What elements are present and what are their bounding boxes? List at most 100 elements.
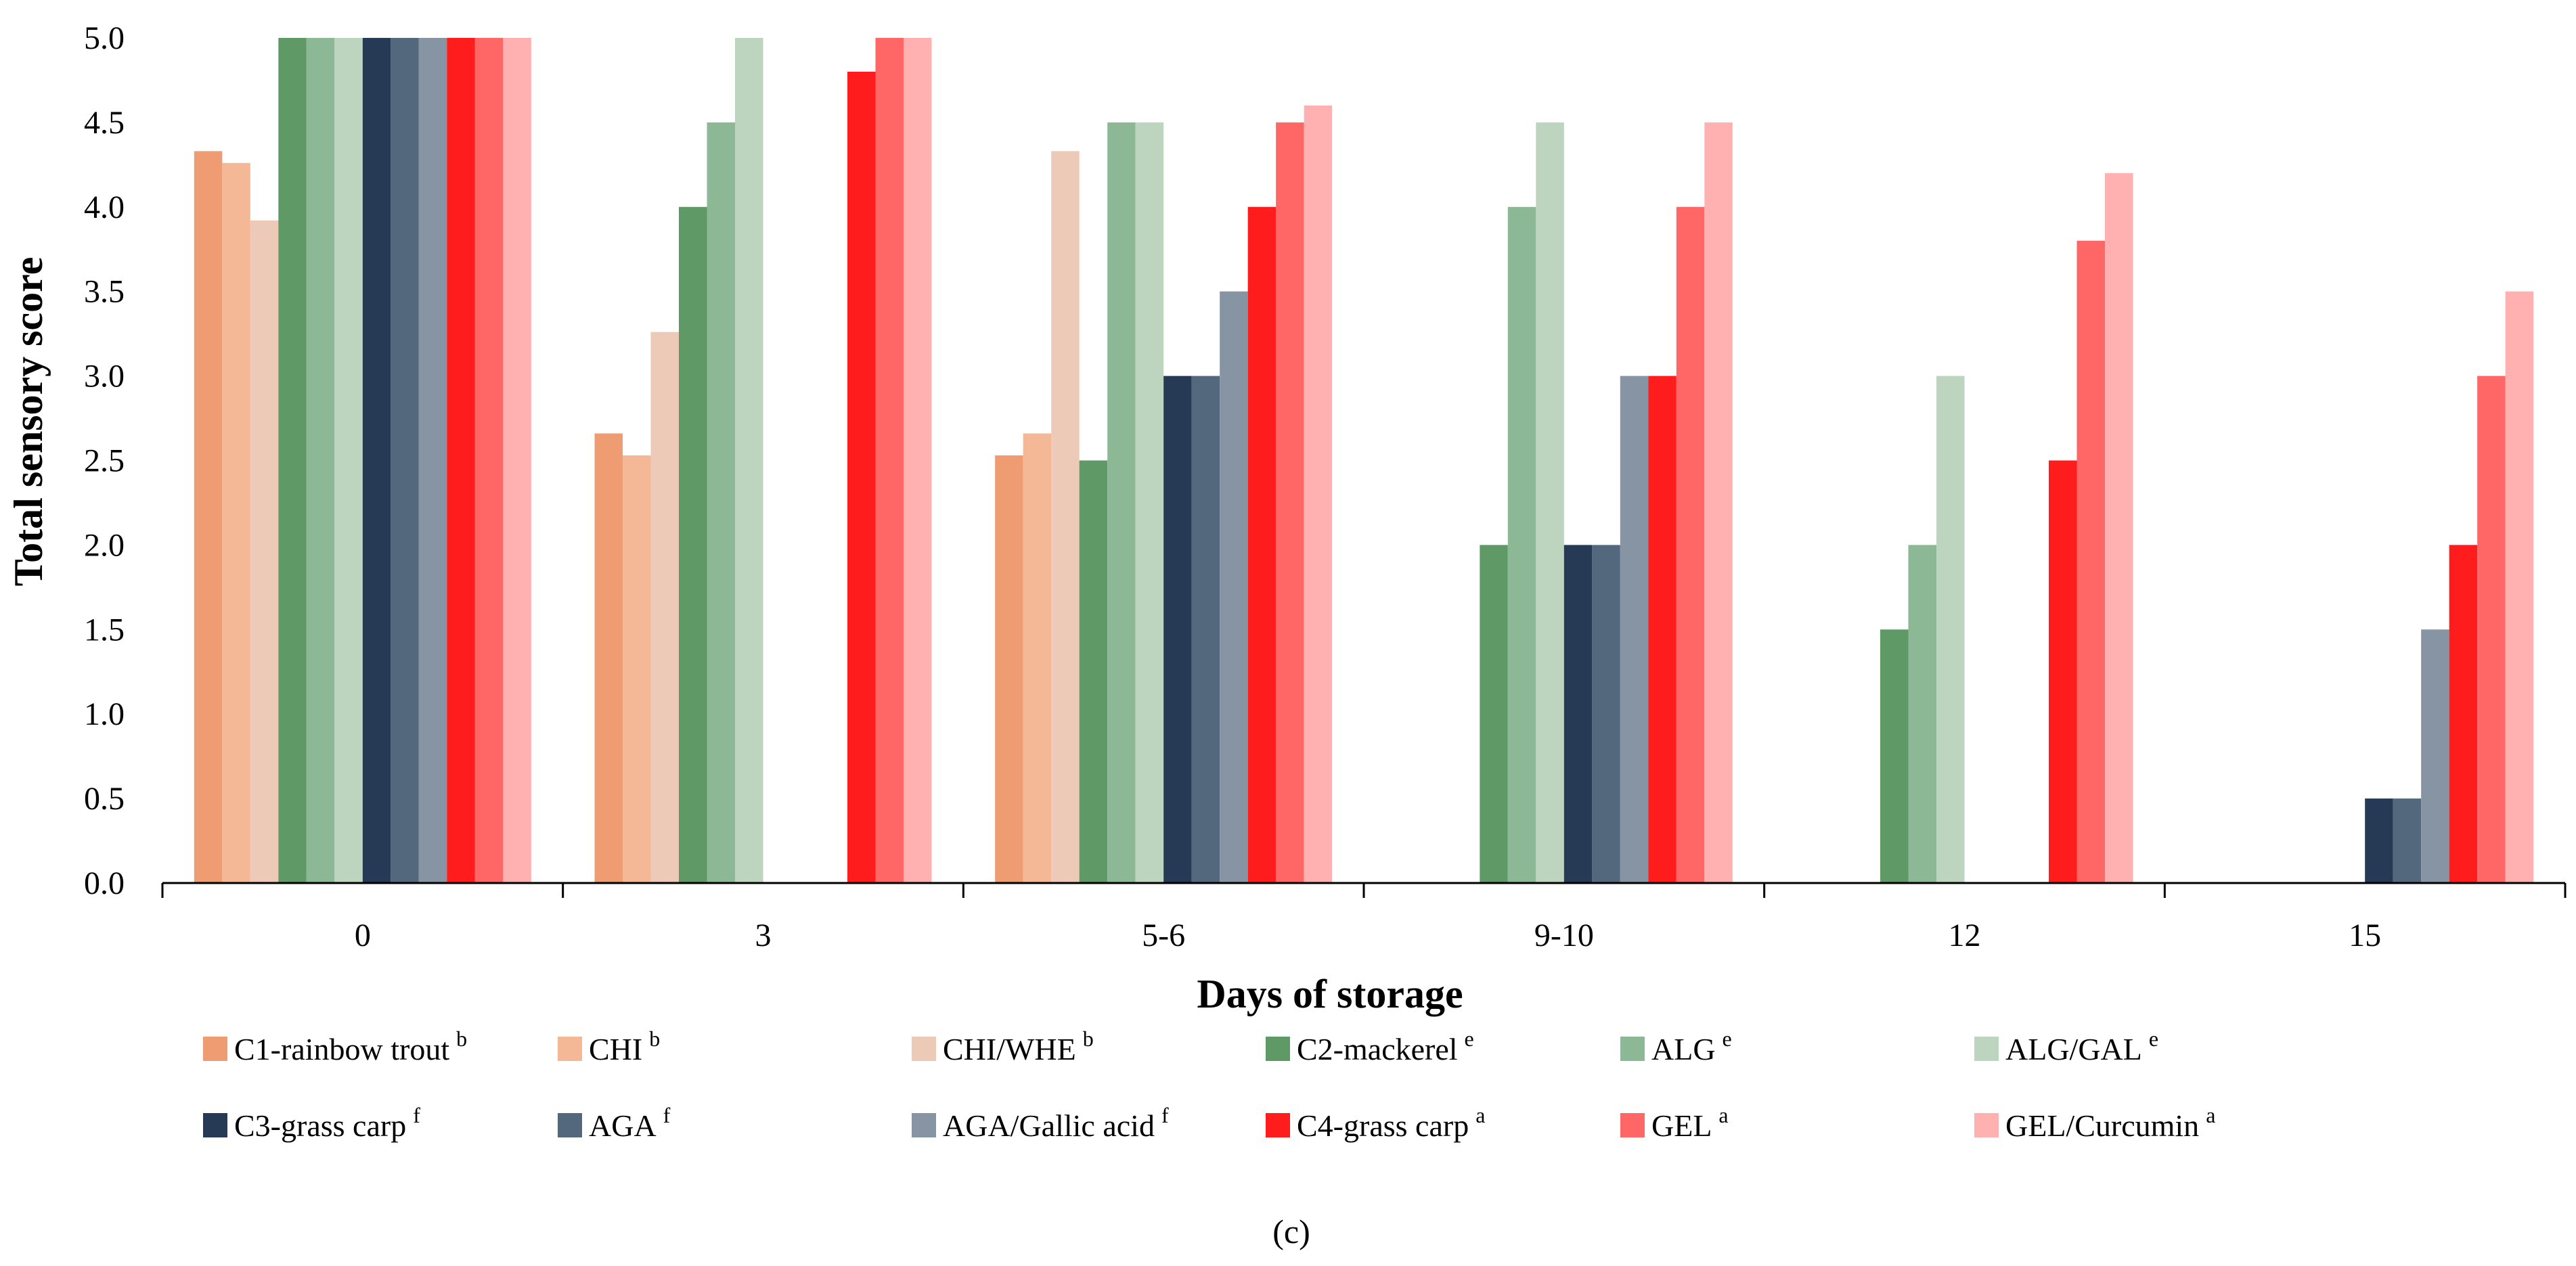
bar: [1592, 545, 1620, 883]
bar: [2077, 240, 2105, 883]
bar: [2421, 629, 2449, 883]
legend-swatch: [558, 1037, 582, 1061]
bar: [1676, 206, 1705, 883]
bar: [2365, 798, 2393, 883]
legend-label: CHI b: [589, 1026, 660, 1066]
legend-swatch: [1266, 1037, 1290, 1061]
y-tick-label: 3.5: [84, 274, 125, 310]
y-axis-title: Total sensory score: [6, 257, 51, 587]
bar: [1163, 376, 1192, 883]
bar: [1908, 545, 1936, 883]
bar: [875, 38, 904, 883]
x-tick-label: 12: [1949, 918, 1981, 953]
x-tick-label: 9-10: [1534, 918, 1594, 953]
bar: [904, 38, 932, 883]
legend-label: CHI/WHE b: [943, 1026, 1094, 1066]
x-tick-label: 3: [755, 918, 772, 953]
bar: [1220, 291, 1248, 883]
bar: [679, 206, 707, 883]
bar: [1880, 629, 1909, 883]
bar: [1051, 151, 1080, 884]
bar: [2449, 545, 2478, 883]
legend-item: AGA/Gallic acid f: [912, 1103, 1169, 1143]
legend-swatch: [1266, 1113, 1290, 1137]
x-axis: 0 3 5-6 9-10 12 15: [161, 883, 2567, 953]
y-tick-label: 3.0: [84, 359, 125, 394]
bar: [1304, 105, 1333, 883]
legend-label: C3-grass carp f: [234, 1103, 420, 1143]
legend-item: C2-mackerel e: [1266, 1026, 1474, 1066]
bar: [1276, 122, 1304, 883]
legend-label: AGA/Gallic acid f: [943, 1103, 1169, 1143]
bar: [623, 455, 651, 883]
bar: [1023, 433, 1052, 883]
bar: [1079, 460, 1108, 883]
bar: [2505, 291, 2534, 883]
legend-swatch: [1620, 1037, 1645, 1061]
bar: [418, 38, 447, 883]
bar: [594, 433, 623, 883]
x-tick-label: 5-6: [1142, 918, 1185, 953]
legend-swatch: [912, 1113, 936, 1137]
bar: [503, 38, 531, 883]
bar: [2477, 376, 2506, 883]
bar: [1480, 545, 1508, 883]
legend-label: C2-mackerel e: [1297, 1026, 1474, 1066]
bar: [250, 220, 279, 883]
legend-swatch: [558, 1113, 582, 1137]
bar: [278, 38, 307, 883]
bar: [194, 151, 223, 884]
legend-item: ALG/GAL e: [1974, 1026, 2158, 1066]
x-tick-label: 0: [355, 918, 371, 953]
legend-item: ALG e: [1620, 1026, 1732, 1066]
bar: [1191, 376, 1220, 883]
panel-label: (c): [1272, 1213, 1310, 1250]
bar: [1704, 122, 1733, 883]
bar: [995, 455, 1023, 883]
legend-swatch: [203, 1037, 227, 1061]
bar: [847, 71, 876, 884]
legend-label: ALG/GAL e: [2005, 1026, 2158, 1066]
x-tick-label: 15: [2349, 918, 2381, 953]
legend-label: ALG e: [1651, 1026, 1732, 1066]
y-axis: 0.0 0.5 1.0 1.5 2.0 2.5 3.0 3.5 4.0 4.5 5.0: [84, 20, 125, 901]
bar: [1536, 122, 1564, 883]
x-axis-title: Days of storage: [1197, 972, 1463, 1016]
bar: [474, 38, 504, 883]
bar: [391, 38, 419, 883]
legend-label: C4-grass carp a: [1297, 1103, 1485, 1143]
bar: [2049, 460, 2077, 883]
legend-swatch: [1974, 1113, 1999, 1137]
bar: [707, 122, 735, 883]
y-tick-label: 1.5: [84, 612, 125, 648]
legend: C1-rainbow trout b CHI b CHI/WHE b C2-mackerel…: [203, 1026, 2215, 1143]
legend-swatch: [1620, 1113, 1645, 1137]
bar: [306, 38, 335, 883]
bar: [735, 38, 763, 883]
y-tick-label: 0.5: [84, 781, 125, 817]
legend-label: GEL/Curcumin a: [2005, 1103, 2215, 1143]
bar: [1107, 122, 1136, 883]
y-tick-label: 2.0: [84, 527, 125, 563]
legend-item: GEL a: [1620, 1103, 1729, 1143]
bars-layer: [194, 38, 2534, 884]
bar: [1648, 376, 1676, 883]
legend-item: C3-grass carp f: [203, 1103, 420, 1143]
legend-swatch: [1974, 1037, 1999, 1061]
bar: [362, 38, 391, 883]
legend-swatch: [912, 1037, 936, 1061]
y-tick-label: 4.5: [84, 105, 125, 141]
bar: [1247, 206, 1276, 883]
bar: [1507, 206, 1536, 883]
legend-label: AGA f: [589, 1103, 671, 1143]
bar: [1936, 376, 1965, 883]
legend-item: GEL/Curcumin a: [1974, 1103, 2215, 1143]
bar: [334, 38, 363, 883]
legend-label: C1-rainbow trout b: [234, 1026, 467, 1066]
legend-item: C4-grass carp a: [1266, 1103, 1485, 1143]
legend-item: CHI/WHE b: [912, 1026, 1094, 1066]
legend-item: CHI b: [558, 1026, 660, 1066]
legend-item: C1-rainbow trout b: [203, 1026, 467, 1066]
y-tick-label: 1.0: [84, 696, 125, 732]
